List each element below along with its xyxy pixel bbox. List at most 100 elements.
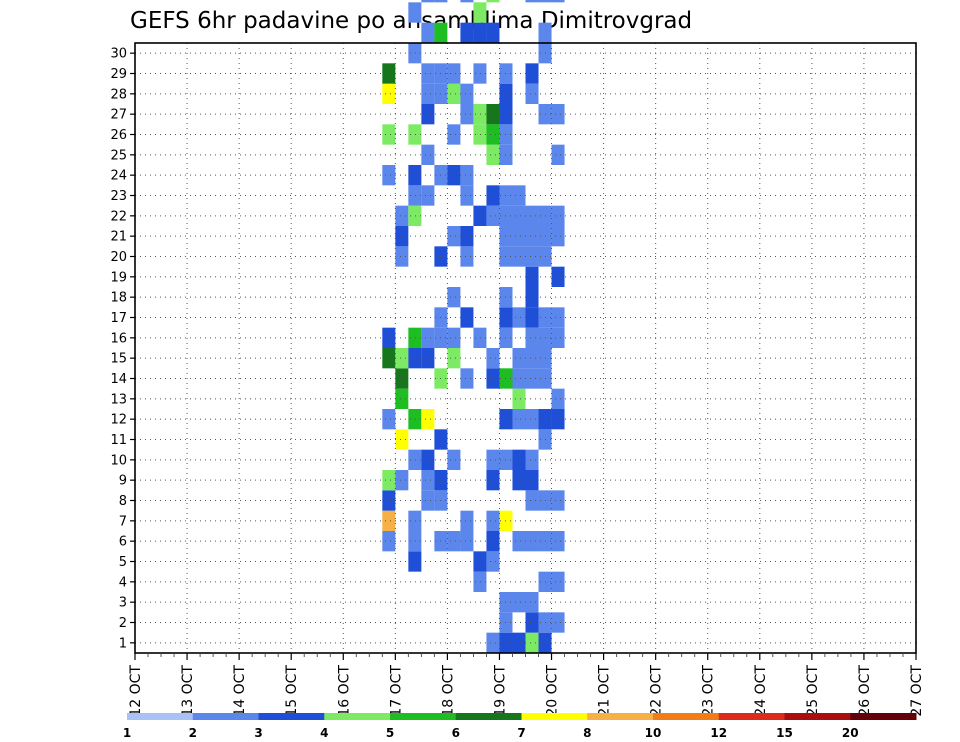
heatmap-cell	[486, 0, 500, 3]
y-tick-label: 30	[110, 47, 127, 62]
heatmap-cells	[382, 0, 565, 653]
x-tick-label: 15 OCT	[284, 665, 300, 717]
heatmap-cell	[525, 327, 539, 348]
heatmap-cell	[408, 409, 422, 430]
x-tick-label: 23 OCT	[701, 665, 717, 717]
heatmap-cell	[525, 348, 539, 369]
heatmap-cell	[421, 470, 435, 491]
legend-swatch	[521, 713, 588, 720]
heatmap-cell	[486, 185, 500, 206]
y-tick-label: 29	[110, 67, 127, 82]
heatmap-cell	[382, 490, 396, 511]
legend-swatch	[192, 713, 259, 720]
x-axis-ticks: 12 OCT 13 OCT 14 OCT 15 OCT 16 OCT 17 OCT 18 O…	[128, 653, 925, 717]
y-tick-label: 19	[110, 270, 127, 285]
heatmap-cell	[525, 266, 539, 287]
color-legend: 1 2 3 4 5 6 7 8 10 12 15 20	[123, 713, 917, 740]
heatmap-cell	[512, 226, 526, 247]
heatmap-cell	[538, 22, 552, 43]
legend-label: 1	[123, 726, 131, 740]
heatmap-cell	[408, 165, 422, 186]
heatmap-cell	[408, 2, 422, 23]
y-tick-label: 22	[110, 209, 127, 224]
heatmap-cell	[551, 226, 565, 247]
heatmap-cell	[447, 327, 461, 348]
heatmap-cell	[525, 368, 539, 389]
heatmap-cell	[512, 185, 526, 206]
legend-swatch	[455, 713, 522, 720]
heatmap-cell	[460, 531, 474, 552]
heatmap-cell	[421, 0, 435, 3]
legend-label: 15	[776, 726, 793, 740]
legend-label: 12	[710, 726, 727, 740]
legend-label: 5	[386, 726, 394, 740]
heatmap-cell	[486, 470, 500, 491]
x-tick-label: 19 OCT	[492, 665, 508, 717]
heatmap-cell	[473, 22, 487, 43]
heatmap-cell	[512, 368, 526, 389]
heatmap-cell	[460, 165, 474, 186]
heatmap-cell	[382, 83, 396, 104]
y-tick-label: 23	[110, 189, 127, 204]
y-tick-label: 24	[110, 169, 127, 184]
y-tick-label: 11	[110, 433, 127, 448]
heatmap-cell	[447, 531, 461, 552]
y-tick-label: 3	[119, 596, 127, 611]
heatmap-cell	[460, 83, 474, 104]
y-tick-label: 14	[110, 372, 127, 387]
heatmap-cell	[395, 368, 409, 389]
heatmap-cell	[473, 104, 487, 125]
heatmap-cell	[486, 531, 500, 552]
heatmap-cell	[447, 348, 461, 369]
heatmap-cell	[447, 124, 461, 145]
y-tick-label: 21	[110, 230, 127, 245]
legend-swatch	[653, 713, 720, 720]
heatmap-cell	[486, 510, 500, 531]
heatmap-cell	[512, 632, 526, 653]
y-axis-ticks: 1234567891011121314151617181920212223242…	[110, 47, 135, 651]
y-tick-label: 26	[110, 128, 127, 143]
x-tick-label: 24 OCT	[753, 665, 769, 717]
heatmap-cell	[525, 612, 539, 633]
heatmap-cell	[408, 551, 422, 572]
heatmap-cell	[434, 22, 448, 43]
y-tick-label: 20	[110, 250, 127, 265]
x-tick-label: 18 OCT	[440, 665, 456, 717]
heatmap-cell	[486, 144, 500, 165]
heatmap-cell	[512, 470, 526, 491]
heatmap-cell	[395, 348, 409, 369]
heatmap-cell	[525, 287, 539, 308]
heatmap-cell	[447, 449, 461, 470]
heatmap-cell	[473, 571, 487, 592]
heatmap-cell	[512, 388, 526, 409]
heatmap-cell	[525, 63, 539, 84]
heatmap-cell	[434, 0, 448, 3]
heatmap-cell	[551, 409, 565, 430]
y-tick-label: 13	[110, 392, 127, 407]
heatmap-cell	[473, 2, 487, 23]
heatmap-cell	[460, 0, 474, 3]
heatmap-cell	[382, 165, 396, 186]
heatmap-cell	[525, 307, 539, 328]
heatmap-cell	[551, 205, 565, 226]
y-tick-label: 8	[119, 494, 127, 509]
legend-label: 8	[583, 726, 591, 740]
heatmap-cell	[473, 205, 487, 226]
heatmap-cell	[486, 449, 500, 470]
heatmap-cell	[421, 104, 435, 125]
heatmap-cell	[551, 104, 565, 125]
legend-label: 3	[254, 726, 262, 740]
x-tick-label: 22 OCT	[649, 665, 665, 717]
y-tick-label: 7	[119, 514, 127, 529]
heatmap-cell	[460, 307, 474, 328]
heatmap-cell	[421, 449, 435, 470]
y-tick-label: 15	[110, 352, 127, 367]
x-tick-label: 12 OCT	[128, 665, 144, 717]
heatmap-cell	[551, 490, 565, 511]
legend-swatch	[718, 713, 785, 720]
heatmap-cell	[382, 124, 396, 145]
heatmap-cell	[473, 124, 487, 145]
heatmap-cell	[525, 205, 539, 226]
heatmap-cell	[525, 449, 539, 470]
heatmap-cell	[408, 348, 422, 369]
